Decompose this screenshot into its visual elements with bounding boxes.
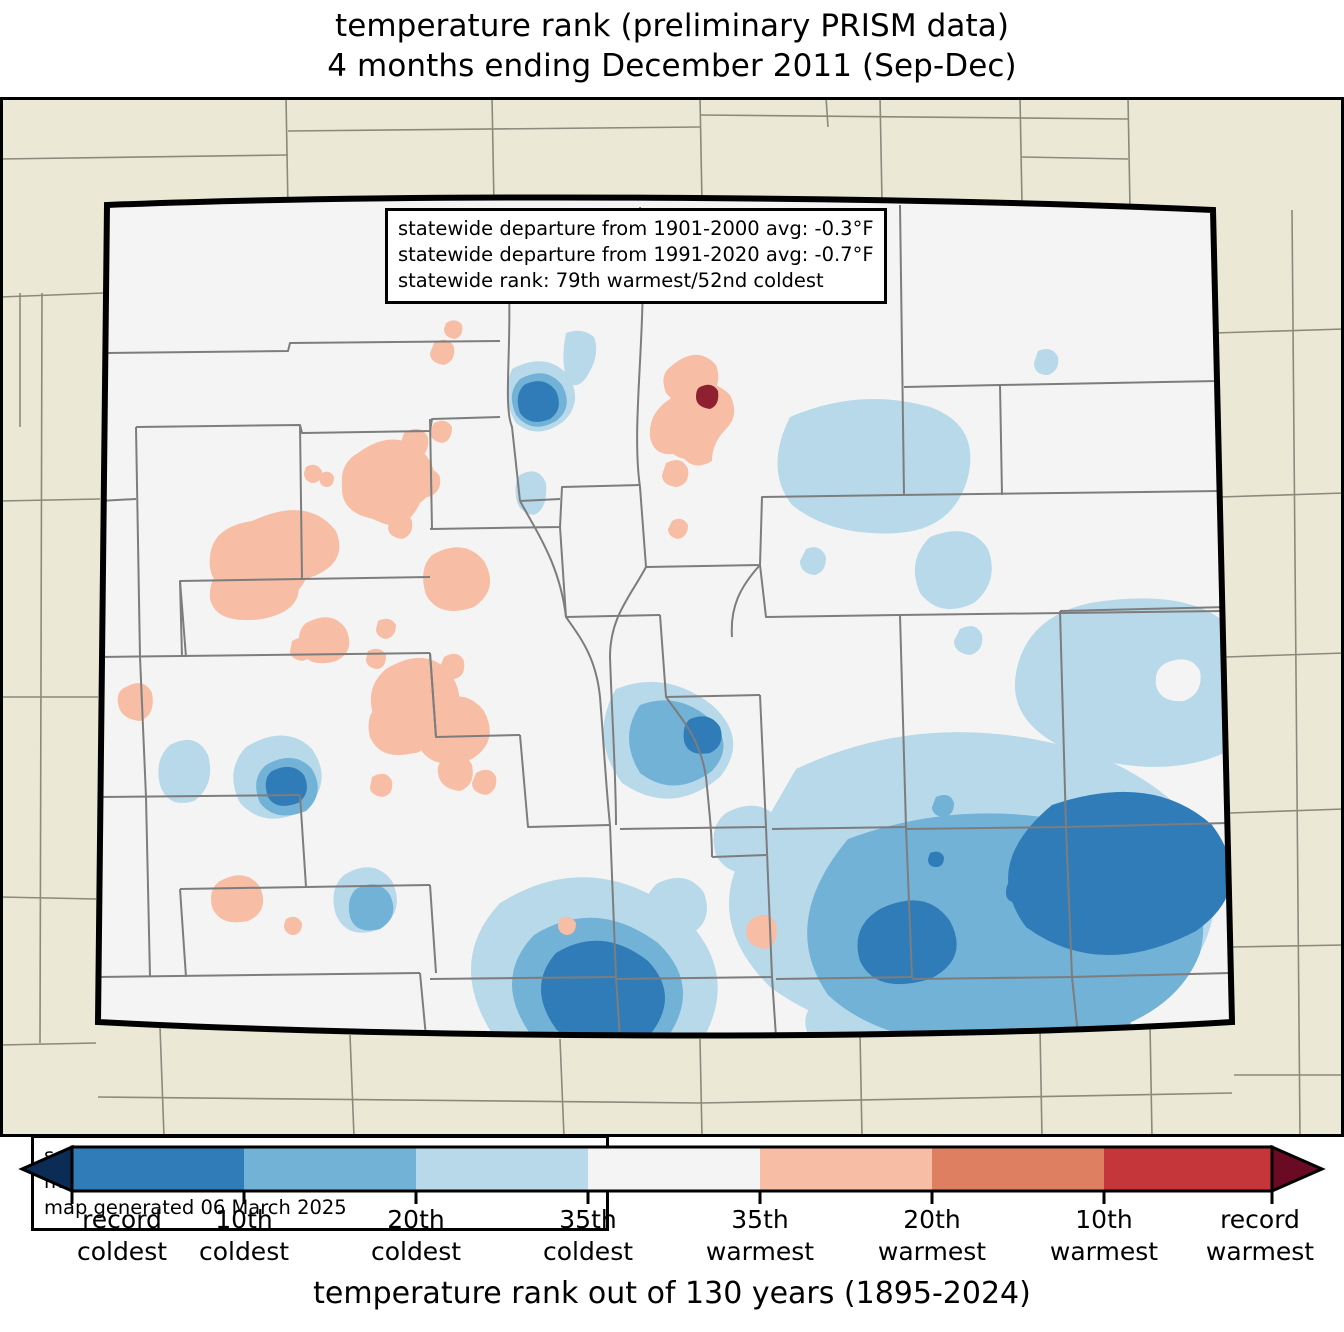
colorbar-tick-labels: record coldest 10th coldest 20th coldest 35…: [0, 1204, 1344, 1279]
rank-35th-warmest-regions: [117, 320, 777, 949]
cb-label-6: 10th warmest: [1049, 1205, 1159, 1266]
cb-label-3: 35th coldest: [542, 1205, 634, 1266]
map-canvas: statewide departure from 1901-2000 avg: …: [0, 97, 1344, 1231]
title-line-1: temperature rank (preliminary PRISM data…: [334, 8, 1010, 44]
swatch-near-normal: [588, 1147, 760, 1191]
colorbar-swatches: [18, 1144, 1326, 1204]
cb-label-5: 20th warmest: [877, 1205, 987, 1266]
colorado-interior: [98, 197, 1232, 1036]
colorado-state-outline: [94, 194, 1236, 1039]
colorbar-caption: temperature rank out of 130 years (1895-…: [313, 1276, 1031, 1311]
swatch-10th-coldest: [72, 1147, 244, 1191]
map-generated-line: map generated 06 March 2025: [44, 1196, 347, 1219]
swatch-10th-warmest: [1104, 1147, 1272, 1191]
stat-departure-1901-2000: statewide departure from 1901-2000 avg: …: [398, 217, 874, 240]
cb-label-0: record coldest: [76, 1205, 168, 1266]
page-title: temperature rank (preliminary PRISM data…: [0, 6, 1344, 86]
county-boundaries: [98, 204, 1231, 1036]
rank-record-warmest-regions: [696, 384, 719, 409]
colorbar-ticks: [70, 1191, 1274, 1204]
colorbar-outline: [70, 1145, 1274, 1193]
rank-record-coldest-regions: [596, 973, 609, 987]
statistics-box: statewide departure from 1901-2000 avg: …: [385, 208, 887, 304]
stat-departure-1991-2020: statewide departure from 1991-2020 avg: …: [398, 243, 874, 266]
swatch-record-warmest: [1270, 1144, 1326, 1194]
colorbar-legend: record coldest 10th coldest 20th coldest 35…: [0, 1142, 1344, 1332]
swatch-35th-coldest: [416, 1147, 588, 1191]
neighbor-county-lines: [0, 97, 1344, 1137]
swatch-20th-coldest: [244, 1147, 416, 1191]
cb-label-2: 20th coldest: [370, 1205, 462, 1266]
map-border: [0, 97, 1344, 1137]
swatch-35th-warmest: [760, 1147, 932, 1191]
stat-statewide-rank: statewide rank: 79th warmest/52nd coldes…: [398, 269, 824, 292]
title-line-2: 4 months ending December 2011 (Sep-Dec): [327, 48, 1017, 84]
cb-label-1: 10th coldest: [198, 1205, 290, 1266]
swatch-record-coldest: [18, 1144, 74, 1194]
swatch-20th-warmest: [932, 1147, 1104, 1191]
cb-label-7: record warmest: [1205, 1205, 1315, 1266]
rank-10th-coldest-regions: [265, 381, 1232, 1036]
cb-label-4: 35th warmest: [705, 1205, 815, 1266]
